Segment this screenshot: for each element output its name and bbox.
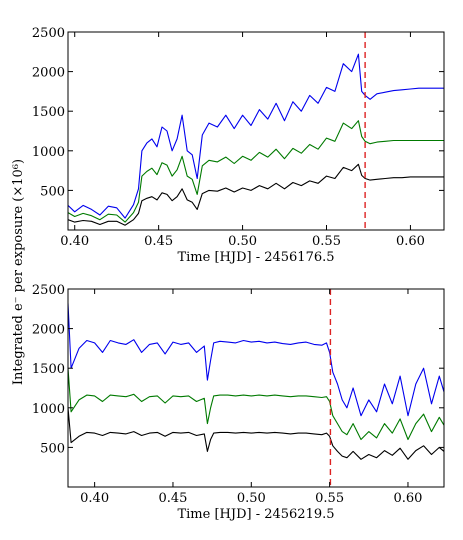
bottom-x-axis-label: Time [HJD] - 2456219.5	[177, 507, 334, 522]
bottom-x-tick-label: 0.50	[237, 491, 266, 506]
top-y-tick-label: 2000	[32, 66, 65, 81]
bottom-plot-area	[68, 289, 444, 487]
top-x-tick-label: 0.50	[228, 234, 257, 249]
bottom-series-line-2	[68, 368, 444, 441]
bottom-x-tick-label: 0.55	[315, 491, 344, 506]
bottom-x-tick-label: 0.60	[393, 491, 422, 506]
bottom-x-tick-label: 0.45	[158, 491, 187, 506]
bottom-y-tick-label: 1500	[32, 362, 65, 377]
top-x-tick-label: 0.55	[312, 234, 341, 249]
bottom-y-tick-label: 2500	[32, 283, 65, 298]
top-x-tick-label: 0.40	[60, 234, 89, 249]
bottom-series-line-3	[68, 407, 444, 460]
top-axes-frame	[67, 31, 445, 231]
top-series-line-1	[68, 53, 444, 219]
bottom-y-tick-label: 500	[40, 441, 65, 456]
bottom-panel: 0.40 0.45 0.50 0.55 0.60 500 1000 1500 2000 2500 T…	[32, 283, 445, 522]
shared-y-axis-label: Integrated e⁻ per exposure (×10⁶)	[11, 159, 26, 385]
top-series-line-3	[68, 163, 444, 226]
bottom-y-tick-label: 2000	[32, 323, 65, 338]
top-x-axis-label: Time [HJD] - 2456176.5	[177, 250, 334, 265]
top-y-tick-label: 500	[40, 184, 65, 199]
top-y-tick-label: 1500	[32, 105, 65, 120]
bottom-axes-frame	[67, 288, 445, 488]
bottom-series-line-1	[68, 303, 444, 417]
top-x-tick-label: 0.45	[144, 234, 173, 249]
bottom-x-tick-label: 0.40	[80, 491, 109, 506]
top-panel: 0.40 0.45 0.50 0.55 0.60 500 1000 1500 2000 2500 T…	[32, 26, 445, 265]
top-plot-area	[68, 32, 444, 230]
bottom-y-tick-label: 1000	[32, 402, 65, 417]
top-x-tick-label: 0.60	[396, 234, 425, 249]
top-series-line-2	[68, 120, 444, 223]
top-y-tick-label: 1000	[32, 145, 65, 160]
top-y-tick-label: 2500	[32, 26, 65, 41]
